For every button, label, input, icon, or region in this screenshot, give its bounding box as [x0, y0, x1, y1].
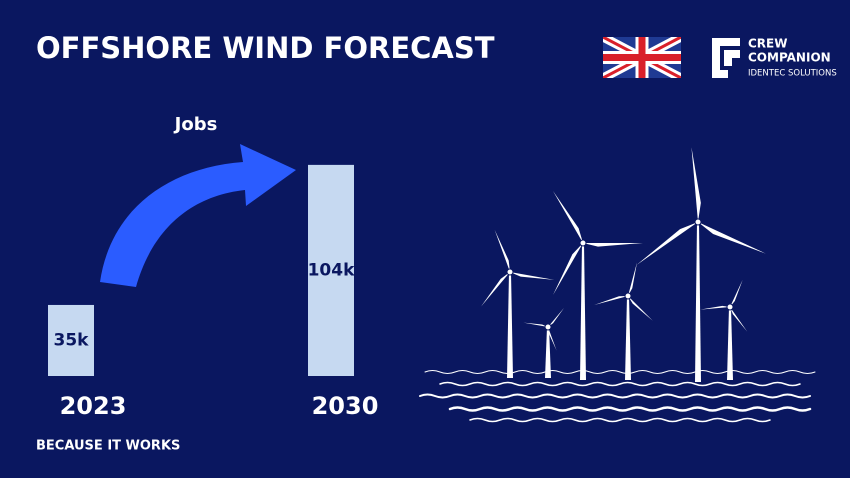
turbine-hub: [506, 268, 514, 276]
wave: [424, 370, 816, 374]
brand-logo: CREW COMPANION IDENTEC SOLUTIONS: [712, 37, 837, 79]
category-label: 2023: [60, 392, 127, 420]
brand-name: CREW: [748, 37, 787, 51]
turbine-tower: [507, 272, 513, 378]
turbine-hub: [624, 292, 632, 300]
wave: [448, 406, 812, 412]
wave: [439, 381, 801, 387]
turbine-blade: [628, 296, 653, 321]
wave: [469, 417, 771, 423]
wind-farm: [419, 147, 816, 423]
turbine-blade: [698, 222, 766, 254]
turbine-blade: [548, 327, 557, 351]
turbine-blade: [594, 296, 628, 306]
turbine-tower: [695, 222, 701, 382]
bar: [308, 164, 354, 376]
turbine-blade: [494, 229, 510, 272]
turbine-hub: [726, 303, 734, 311]
turbine-blade: [510, 272, 555, 280]
turbine-blade: [700, 305, 730, 310]
turbine-blade: [730, 307, 748, 332]
turbine-blade: [481, 272, 510, 307]
turbine-hub: [544, 323, 552, 331]
turbine-tower: [580, 243, 586, 380]
brand-name: COMPANION: [748, 51, 831, 65]
turbine-blade: [730, 279, 743, 307]
turbine-blade: [583, 243, 643, 247]
value-label: 35k: [54, 330, 90, 350]
turbine-tower: [545, 327, 551, 378]
wave: [419, 393, 811, 399]
bar: [48, 304, 94, 376]
turbine-hub: [694, 218, 702, 226]
uk-flag: [603, 37, 681, 78]
turbine-blade: [691, 147, 701, 222]
chart-subtitle: Jobs: [173, 114, 218, 135]
turbine-tower: [727, 307, 733, 380]
turbine-hub: [579, 239, 587, 247]
footer: BECAUSE IT WORKS: [36, 439, 180, 454]
brand-tagline: IDENTEC SOLUTIONS: [748, 69, 837, 79]
turbine-tower: [625, 296, 631, 380]
turbine-blade: [628, 262, 638, 296]
turbine-blade: [548, 307, 565, 327]
turbine-blade: [523, 322, 548, 327]
chart-title: OFFSHORE WIND FORECAST: [36, 31, 495, 65]
turbine-blade: [636, 222, 698, 266]
growth-arrow: [100, 144, 296, 287]
turbine-blade: [553, 243, 583, 295]
turbine-blade: [553, 191, 583, 243]
category-label: 2030: [312, 392, 379, 420]
value-label: 104k: [308, 260, 355, 280]
